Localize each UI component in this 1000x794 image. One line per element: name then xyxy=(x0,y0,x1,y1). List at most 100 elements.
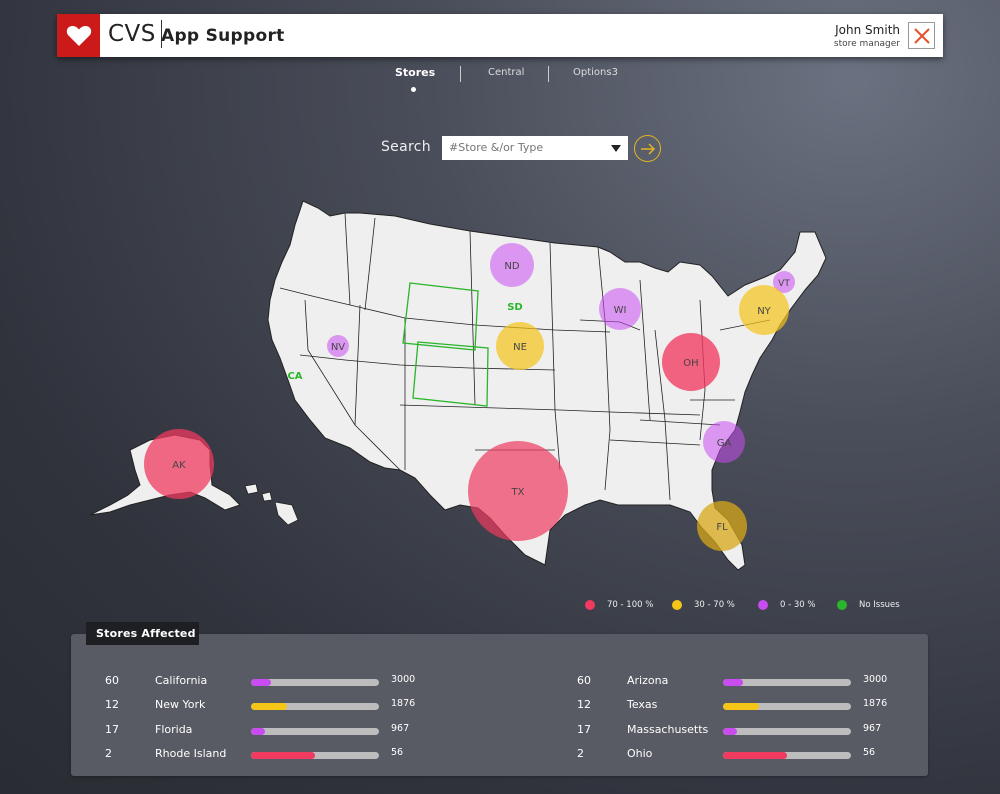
user-name: John Smith xyxy=(835,23,900,37)
store-progress-bar xyxy=(251,703,379,710)
store-progress-fill xyxy=(251,752,315,759)
store-count: 2 xyxy=(105,747,112,760)
legend-dot-medium xyxy=(672,600,682,610)
legend-item-medium: 30 - 70 % xyxy=(672,600,735,610)
legend-label-none: No Issues xyxy=(859,600,900,610)
store-state-name: Massachusetts xyxy=(627,723,709,736)
marker-oh[interactable] xyxy=(662,333,720,391)
store-total: 3000 xyxy=(391,674,416,685)
search-input[interactable] xyxy=(442,136,628,160)
marker-wi[interactable] xyxy=(599,288,641,330)
marker-label-oh: OH xyxy=(683,358,698,369)
marker-fl[interactable] xyxy=(697,501,747,551)
marker-tx[interactable] xyxy=(468,441,568,541)
legend-item-none: No Issues xyxy=(837,600,900,610)
marker-nv[interactable] xyxy=(327,335,349,357)
store-progress-fill xyxy=(723,703,759,710)
store-total: 1876 xyxy=(863,698,888,709)
store-row[interactable]: 12 Texas 1876 xyxy=(577,698,907,714)
store-total: 3000 xyxy=(863,674,888,685)
store-row[interactable]: 2 Rhode Island 56 xyxy=(105,747,435,763)
legend-dot-low xyxy=(758,600,768,610)
marker-ak[interactable] xyxy=(144,429,214,499)
store-row[interactable]: 2 Ohio 56 xyxy=(577,747,907,763)
store-state-name: New York xyxy=(155,698,206,711)
store-progress-bar xyxy=(723,703,851,710)
chevron-down-icon[interactable] xyxy=(611,145,621,152)
cvs-heart-logo-icon xyxy=(57,14,100,57)
legend-item-high: 70 - 100 % xyxy=(585,600,653,610)
marker-label-tx: TX xyxy=(511,487,525,498)
app-header: CVS App Support John Smith store manager xyxy=(57,14,943,57)
legend-label-low: 0 - 30 % xyxy=(780,600,816,610)
marker-label-nv: NV xyxy=(331,342,345,353)
marker-label-ga: GA xyxy=(717,438,732,449)
active-tab-indicator xyxy=(411,87,416,92)
map-markers xyxy=(144,243,795,551)
no-issue-labels: SD CA xyxy=(287,302,522,382)
tab-stores[interactable]: Stores xyxy=(395,66,436,79)
store-state-name: Ohio xyxy=(627,747,653,760)
store-progress-fill xyxy=(251,703,287,710)
store-total: 56 xyxy=(391,747,404,758)
store-progress-fill xyxy=(723,679,744,686)
store-state-name: Florida xyxy=(155,723,193,736)
store-total: 1876 xyxy=(391,698,416,709)
tab-divider xyxy=(548,66,549,82)
store-count: 60 xyxy=(577,674,591,687)
close-icon xyxy=(913,27,930,44)
store-progress-fill xyxy=(723,728,738,735)
store-row[interactable]: 17 Massachusetts 967 xyxy=(577,723,907,739)
store-row[interactable]: 60 California 3000 xyxy=(105,674,435,690)
tab-divider xyxy=(460,66,461,82)
store-progress-bar xyxy=(723,679,851,686)
store-progress-bar xyxy=(251,728,379,735)
user-role: store manager xyxy=(833,39,900,49)
marker-label-wi: WI xyxy=(614,305,627,316)
store-progress-bar xyxy=(723,752,851,759)
us-map: AK TX OH ND WI NV GA VT NE NY FL SD CA xyxy=(89,200,827,571)
legend-item-low: 0 - 30 % xyxy=(758,600,815,610)
tab-central[interactable]: Central xyxy=(488,67,525,78)
store-count: 17 xyxy=(577,723,591,736)
hawaii-shape xyxy=(244,483,299,526)
store-row[interactable]: 60 Arizona 3000 xyxy=(577,674,907,690)
store-state-name: Rhode Island xyxy=(155,747,227,760)
store-row[interactable]: 17 Florida 967 xyxy=(105,723,435,739)
marker-label-ny: NY xyxy=(757,306,771,317)
store-progress-fill xyxy=(251,728,266,735)
store-row[interactable]: 12 New York 1876 xyxy=(105,698,435,714)
marker-ne[interactable] xyxy=(496,322,544,370)
marker-vt[interactable] xyxy=(773,271,795,293)
tab-options3[interactable]: Options3 xyxy=(573,67,618,78)
close-button[interactable] xyxy=(908,22,935,49)
legend-dot-none xyxy=(837,600,847,610)
highlighted-states xyxy=(402,282,489,407)
marker-nd[interactable] xyxy=(490,243,534,287)
marker-ny[interactable] xyxy=(739,285,789,335)
store-progress-fill xyxy=(723,752,787,759)
search-label: Search xyxy=(381,139,431,155)
store-count: 17 xyxy=(105,723,119,736)
state-label-ca: CA xyxy=(287,371,302,382)
store-progress-bar xyxy=(251,752,379,759)
map-marker-labels: AK TX OH ND WI NV GA VT NE NY FL xyxy=(172,261,790,533)
marker-label-ak: AK xyxy=(172,460,186,471)
state-label-sd: SD xyxy=(507,302,523,313)
marker-ga[interactable] xyxy=(703,421,745,463)
brand-name: CVS xyxy=(108,20,162,48)
app-title: App Support xyxy=(161,26,285,46)
legend-dot-high xyxy=(585,600,595,610)
marker-label-fl: FL xyxy=(716,522,728,533)
arrow-right-icon xyxy=(640,142,655,155)
store-progress-bar xyxy=(251,679,379,686)
store-progress-bar xyxy=(723,728,851,735)
marker-label-vt: VT xyxy=(778,279,790,289)
store-total: 967 xyxy=(391,723,410,734)
store-count: 2 xyxy=(577,747,584,760)
store-progress-fill xyxy=(251,679,272,686)
store-state-name: California xyxy=(155,674,208,687)
store-count: 60 xyxy=(105,674,119,687)
stores-affected-title: Stores Affected xyxy=(86,622,199,645)
search-go-button[interactable] xyxy=(634,135,661,162)
